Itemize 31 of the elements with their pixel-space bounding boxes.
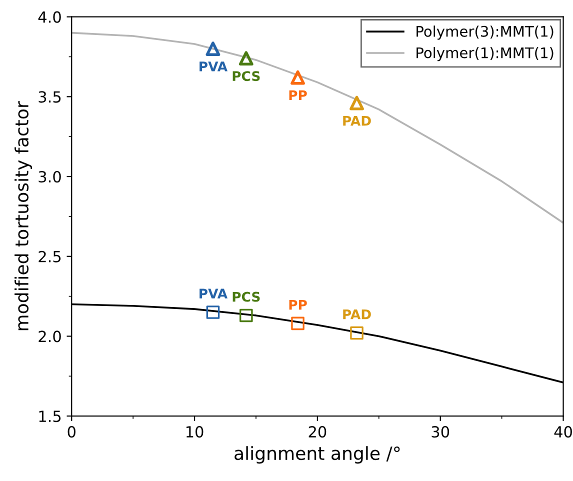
x-tick-label: 30 (432, 426, 450, 438)
y-tick-label: 4.0 (38, 11, 61, 23)
point (206, 306, 220, 319)
point (291, 316, 304, 330)
series-label: PCS (232, 292, 260, 302)
series-label: PP (289, 300, 307, 310)
y-tick-label: 1.5 (39, 410, 61, 422)
point (290, 70, 305, 85)
series-label: PCS (232, 71, 260, 82)
x-axis-title: alignment angle /° (234, 446, 400, 464)
point (238, 51, 254, 66)
series-label: PAD (343, 310, 371, 320)
series-label: PAD (343, 116, 371, 126)
x-tick-label: 20 (308, 426, 326, 438)
legend-label: Polymer(1):MMT(1) (416, 46, 554, 62)
series-label: PVA (200, 288, 228, 298)
legend-label: Polymer(3):MMT(1) (416, 26, 554, 40)
point (350, 96, 364, 110)
point (350, 326, 364, 340)
y-tick-label: 3.0 (38, 170, 61, 183)
x-tick-label: 40 (554, 426, 572, 438)
x-tick-label: 10 (186, 426, 204, 438)
series-label: PP (289, 90, 307, 100)
y-tick-label: 3.5 (38, 91, 61, 103)
y-tick-label: 2.5 (38, 250, 61, 262)
x-tick-label: 0 (68, 426, 76, 438)
series-label: PVA (200, 62, 228, 72)
y-tick-label: 2.0 (38, 330, 61, 342)
point (206, 42, 220, 56)
y-axis-title: modified tortuosity factor (14, 101, 32, 330)
point (240, 308, 253, 322)
